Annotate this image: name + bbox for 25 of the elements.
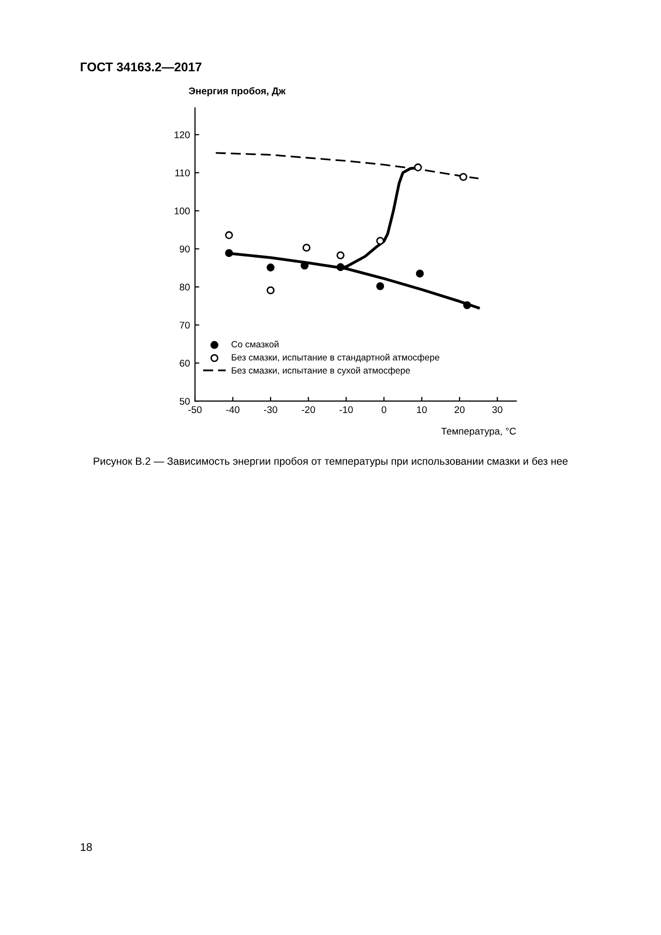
- y-tick-label: 70: [180, 322, 190, 329]
- x-tick-label: 0: [382, 406, 386, 414]
- y-tick-label: 110: [175, 169, 190, 176]
- y-tick-label: 100: [174, 208, 190, 214]
- x-tick-label: -40: [226, 406, 240, 414]
- x-tick-label: -50: [188, 406, 202, 414]
- y-tick-label: 120: [174, 131, 190, 138]
- x-tick-label: -30: [264, 406, 278, 414]
- x-tick-label: 10: [417, 406, 427, 414]
- legend-label: Со смазкой: [232, 340, 278, 348]
- x-tick-label: 30: [492, 406, 502, 414]
- x-tick-label: -10: [340, 406, 353, 414]
- text: 18: [80, 843, 92, 851]
- text: ГОСТ 34163.2—2017: [80, 62, 202, 72]
- y-tick-label: 60: [180, 360, 190, 367]
- x-axis-title: Температура, °С: [441, 428, 516, 437]
- y-tick-label: 90: [180, 246, 190, 252]
- y-axis-title: Энергия пробоя, Дж: [188, 87, 286, 96]
- x-tick-label: 20: [454, 406, 465, 414]
- legend-label: Без смазки, испытание в сухой атмосфере: [232, 366, 410, 376]
- y-tick-label: 50: [180, 398, 190, 405]
- legend-label: Без смазки, испытание в стандартной атмосфере: [232, 354, 440, 362]
- text: Рисунок В.2 — Зависимость энергии пробоя от температуры при использовании смазки и без нее: [94, 457, 568, 467]
- x-tick-label: -20: [302, 406, 316, 414]
- y-tick-label: 80: [180, 284, 190, 291]
